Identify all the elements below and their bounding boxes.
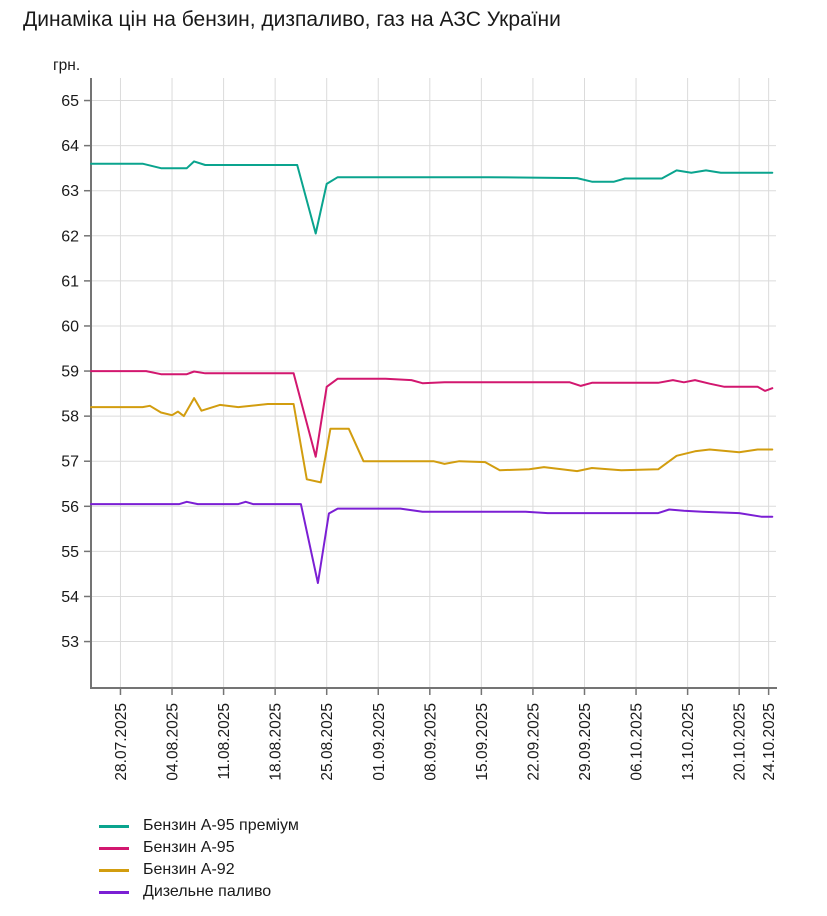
y-tick-label: 59 [61, 364, 79, 381]
y-tick-label: 53 [61, 634, 79, 651]
x-tick-label: 15.09.2025 [474, 703, 491, 781]
y-tick-label: 61 [61, 273, 79, 290]
legend-label: Бензин А-95 [143, 839, 235, 856]
x-tick-label: 04.08.2025 [165, 703, 182, 781]
y-tick-label: 60 [61, 318, 79, 335]
y-tick-label: 54 [61, 589, 79, 606]
x-tick-label: 11.08.2025 [216, 703, 233, 779]
chart-legend: Бензин А-95 преміум Бензин А-95 Бензин А-9… [99, 815, 299, 903]
x-tick-label: 24.10.2025 [761, 703, 778, 781]
legend-swatch-line [99, 868, 129, 872]
legend-label: Бензин А-92 [143, 861, 235, 878]
legend-item-0: Бензин А-95 преміум [99, 815, 299, 837]
legend-item-1: Бензин А-95 [99, 837, 299, 859]
legend-item-3: Дизельне паливо [99, 881, 299, 903]
y-tick-label: 64 [61, 138, 79, 155]
x-tick-label: 18.08.2025 [268, 703, 285, 781]
series-line-0 [90, 160, 774, 235]
x-tick-label: 22.09.2025 [525, 703, 542, 781]
legend-label: Дизельне паливо [143, 883, 272, 900]
x-tick-label: 06.10.2025 [629, 703, 646, 781]
x-tick-label: 08.09.2025 [422, 703, 439, 781]
x-tick-label: 01.09.2025 [371, 703, 388, 781]
legend-label: Бензин А-95 преміум [143, 817, 299, 834]
x-tick-label: 20.10.2025 [732, 703, 749, 781]
y-tick-label: 62 [61, 228, 79, 245]
x-tick-label: 25.08.2025 [319, 703, 336, 781]
x-tick-label: 28.07.2025 [113, 703, 130, 781]
series-line-3 [90, 500, 774, 584]
legend-item-2: Бензин А-92 [99, 859, 299, 881]
series-line-1 [90, 370, 774, 458]
y-tick-label: 56 [61, 499, 79, 516]
series-line-2 [90, 397, 774, 484]
y-tick-label: 55 [61, 544, 79, 561]
y-tick-label: 58 [61, 409, 79, 426]
y-tick-label: 63 [61, 183, 79, 200]
x-tick-label: 13.10.2025 [680, 703, 697, 781]
y-axis-unit-label: грн. [53, 57, 81, 74]
y-tick-label: 65 [61, 93, 79, 110]
x-tick-label: 29.09.2025 [577, 703, 594, 781]
y-tick-label: 57 [61, 454, 79, 471]
legend-swatch-line [99, 824, 129, 828]
legend-swatch-line [99, 890, 129, 894]
chart-title: Динаміка цін на бензин, дизпаливо, газ н… [23, 8, 561, 31]
price-line-chart: 53 54 55 56 57 58 59 60 61 62 63 64 65 28.07.2025 04.0… [61, 78, 778, 781]
legend-swatch-line [99, 846, 129, 850]
